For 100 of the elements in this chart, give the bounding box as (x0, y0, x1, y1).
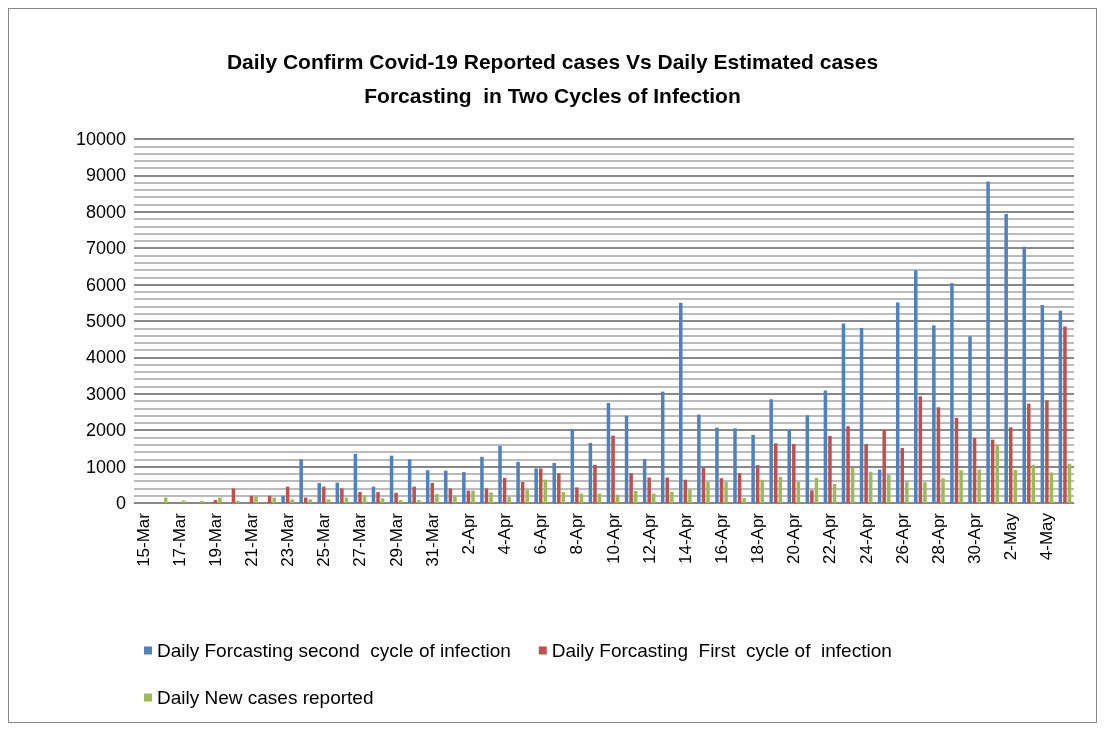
bar (986, 181, 990, 503)
bar (905, 481, 909, 503)
x-tick-label: 10-Apr (603, 512, 623, 565)
bar (887, 474, 891, 503)
bar (864, 444, 868, 503)
bar (810, 490, 814, 503)
bar (923, 482, 927, 503)
bar (557, 473, 561, 503)
bar (480, 456, 484, 503)
y-tick-label: 5000 (85, 311, 126, 331)
bar (959, 470, 963, 503)
y-tick-label: 6000 (85, 274, 126, 295)
bar (308, 499, 313, 503)
bar (236, 500, 240, 503)
y-tick-label: 1000 (85, 456, 126, 477)
bar (760, 479, 764, 503)
bar (376, 492, 380, 503)
x-tick-label: 12-Apr (639, 512, 659, 565)
x-tick-label: 19-Mar (205, 512, 225, 567)
bar (706, 481, 710, 503)
x-tick-label: 6-Apr (531, 512, 551, 555)
x-tick-label: 18-Apr (748, 512, 768, 565)
bar (213, 500, 218, 503)
bar (507, 496, 511, 503)
bar (995, 444, 999, 503)
x-tick-label: 2-May (1001, 512, 1021, 561)
y-tick-label: 2000 (85, 420, 126, 441)
legend-label: Daily Forcasting First cycle of infection (551, 640, 892, 661)
x-tick-label: 14-Apr (675, 512, 695, 565)
x-tick-label: 20-Apr (784, 512, 804, 565)
x-tick-label: 21-Mar (242, 512, 261, 567)
x-tick-label: 2-Apr (458, 512, 478, 555)
bar (281, 495, 285, 503)
bar (534, 468, 538, 503)
bar (444, 470, 448, 503)
x-tick-label: 4-Apr (495, 512, 515, 555)
bar (611, 435, 615, 503)
x-tick-label: 26-Apr (892, 512, 912, 565)
bar (322, 486, 326, 503)
bar (358, 492, 362, 503)
bar (200, 500, 204, 503)
x-tick-label: 16-Apr (712, 512, 731, 565)
x-tick-label: 30-Apr (965, 512, 985, 565)
y-tick-label: 8000 (85, 201, 126, 222)
bar (394, 492, 398, 503)
bar (688, 489, 692, 503)
x-tick-label: 29-Mar (386, 512, 406, 567)
bar (412, 486, 416, 503)
bar (254, 496, 258, 503)
x-tick-label: 24-Apr (856, 512, 876, 565)
x-tick-label: 23-Mar (278, 512, 298, 567)
bar (498, 445, 502, 503)
legend-label: Daily Forcasting second cycle of infection (157, 640, 511, 661)
bar (552, 462, 556, 503)
bar (462, 472, 466, 503)
bar (272, 497, 276, 503)
bar (715, 427, 719, 503)
bar (846, 426, 850, 503)
y-tick-label: 9000 (85, 165, 126, 186)
y-tick-label: 7000 (85, 238, 126, 259)
x-tick-label: 17-Mar (169, 512, 189, 567)
bar (317, 482, 321, 503)
bar (417, 500, 421, 503)
bar (950, 283, 954, 503)
x-tick-label: 28-Apr (928, 512, 948, 565)
x-tick-label: 22-Apr (820, 512, 840, 565)
bar (340, 488, 344, 503)
bar (516, 461, 520, 503)
bar (1063, 326, 1067, 503)
bar (290, 499, 294, 503)
x-tick-label: 8-Apr (567, 512, 587, 555)
bar (751, 434, 755, 503)
bar (792, 444, 796, 503)
bar (326, 499, 331, 503)
bar (453, 495, 457, 503)
x-tick-label: 15-Mar (133, 512, 153, 567)
bar (1027, 403, 1031, 503)
bar (742, 497, 746, 503)
y-tick-label: 10000 (75, 129, 126, 149)
bar (679, 302, 683, 503)
bar (828, 436, 832, 503)
bar (882, 430, 886, 503)
bar (1045, 400, 1049, 503)
y-tick-label: 4000 (85, 347, 126, 368)
bar (629, 473, 633, 503)
y-tick-label: 3000 (85, 383, 126, 404)
bar (914, 270, 918, 503)
bar (218, 497, 222, 503)
bar (575, 487, 579, 503)
bar (787, 430, 791, 503)
bar (182, 500, 186, 503)
bar (1004, 213, 1008, 503)
x-tick-label: 25-Mar (314, 512, 334, 567)
bar (724, 481, 728, 503)
x-tick-label: 4-May (1037, 512, 1057, 561)
bar (697, 414, 701, 503)
bar (647, 477, 651, 503)
bar (968, 336, 972, 503)
bar (1022, 246, 1026, 503)
bar (489, 492, 493, 503)
